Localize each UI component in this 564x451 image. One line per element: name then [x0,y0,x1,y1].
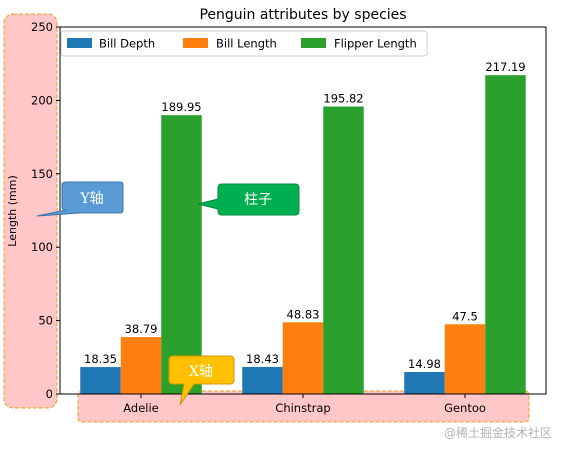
bar-flipper-length-chinstrap [323,106,364,394]
y-axis-highlight [3,13,58,409]
y-tick-label: 200 [31,93,53,107]
x-tick-label: Adelie [123,401,159,415]
y-axis-callout-shape [36,181,124,217]
chart-title: Penguin attributes by species [199,7,406,23]
bar-value-label: 48.83 [287,307,320,321]
legend: Bill Depth Bill Length Flipper Length [60,30,428,57]
legend-label-bill-length: Bill Length [216,37,277,51]
bar-value-label: 195.82 [323,92,363,106]
bar-value-label: 38.79 [125,322,158,336]
y-tick-label: 250 [31,20,53,34]
bar-labels-group: 18.35 38.79 189.95 18.43 48.83 195.82 14.98 47.… [84,60,526,371]
x-axis-callout: X轴 [168,355,235,406]
legend-label-flipper-length: Flipper Length [334,37,417,51]
y-tick-label: 50 [38,314,53,328]
y-axis: 0 50 100 150 200 250 [31,20,60,401]
bar-value-label: 14.98 [408,357,441,371]
bar-value-label: 217.19 [485,60,525,74]
bar-callout-shape [197,183,300,216]
bar-flipper-length-gentoo [485,75,526,395]
x-tick-label: Chinstrap [275,401,330,415]
bar-value-label: 18.35 [84,352,117,366]
legend-box [60,30,428,57]
bar-bill-depth-chinstrap [242,366,283,394]
bar-bill-depth-adelie [80,367,121,394]
y-axis-callout: Y轴 [36,181,124,217]
bar-flipper-length-adelie [161,115,202,395]
legend-swatch-bill-depth [67,38,92,48]
bar-value-label: 47.5 [452,309,478,323]
legend-swatch-bill-length [183,38,208,48]
bars-group [80,75,526,395]
x-axis: Adelie Chinstrap Gentoo [123,394,486,415]
bar-bill-length-adelie [120,337,162,394]
x-tick-label: Gentoo [444,401,486,415]
bar-callout-text: 柱子 [244,192,272,208]
y-tick-label: 150 [31,167,53,181]
bar-bill-length-chinstrap [282,322,324,394]
bar-value-label: 189.95 [161,100,201,114]
y-tick-label: 100 [31,240,53,254]
bar-bill-depth-gentoo [404,372,445,394]
x-axis-callout-text: X轴 [189,364,213,380]
bar-bill-length-gentoo [444,324,486,394]
bar-callout: 柱子 [197,183,300,216]
legend-label-bill-depth: Bill Depth [99,37,155,51]
legend-swatch-flipper-length [301,38,326,48]
y-axis-callout-text: Y轴 [79,191,103,207]
x-axis-highlight [77,390,530,423]
bar-value-label: 18.43 [246,352,279,366]
y-tick-label: 0 [46,387,53,401]
x-axis-callout-shape [168,355,235,406]
y-axis-label: Length (mm) [6,175,19,246]
plot-frame [59,26,547,395]
watermark: @稀土掘金技术社区 [444,425,552,440]
